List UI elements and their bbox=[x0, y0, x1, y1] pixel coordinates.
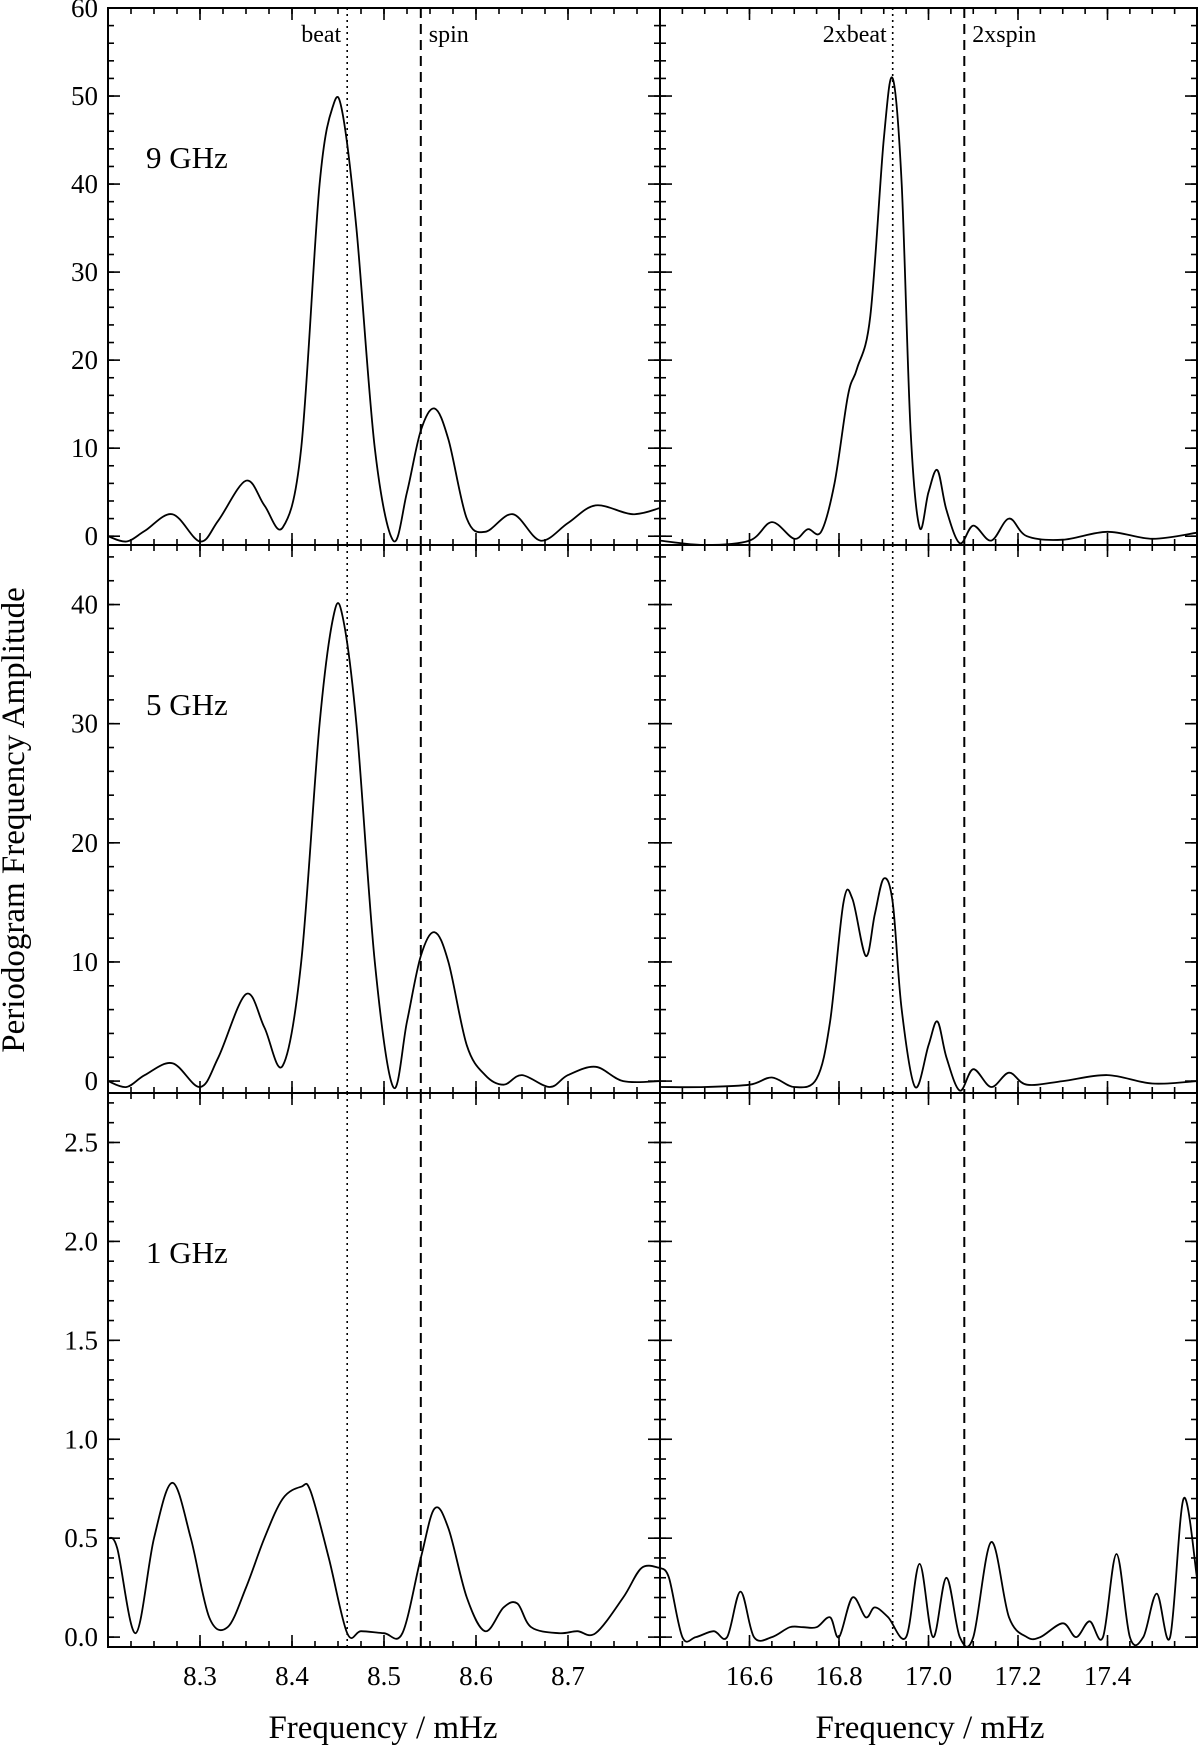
band-label: 9 GHz bbox=[146, 140, 228, 175]
panel-r0-c1: 2xbeat 2xspin bbox=[659, 7, 1198, 546]
x-tick-label: 17.0 bbox=[905, 1661, 952, 1691]
panel-frame bbox=[659, 7, 1198, 546]
x-tick-label: 8.3 bbox=[183, 1661, 217, 1691]
panel-frame bbox=[659, 544, 1198, 1094]
y-tick-label: 0.0 bbox=[64, 1622, 98, 1652]
y-tick-label: 30 bbox=[71, 709, 98, 739]
marker-label-beat: beat bbox=[301, 22, 341, 48]
y-tick-label: 2.0 bbox=[64, 1226, 98, 1256]
y-tick-label: 10 bbox=[71, 947, 98, 977]
band-label: 5 GHz bbox=[146, 687, 228, 722]
x-tick-label: 8.6 bbox=[459, 1661, 493, 1691]
x-axis-title-left: Frequency / mHz bbox=[268, 1710, 497, 1746]
marker-label-2xspin: 2xspin bbox=[972, 22, 1036, 48]
y-tick-label: 60 bbox=[71, 0, 98, 23]
spectrum-line-r0-c0 bbox=[108, 96, 660, 543]
x-tick-label: 17.2 bbox=[994, 1661, 1041, 1691]
marker-label-spin: spin bbox=[429, 22, 469, 48]
y-tick-label: 20 bbox=[71, 828, 98, 858]
x-tick-label: 8.4 bbox=[275, 1661, 309, 1691]
panel-frame bbox=[107, 7, 661, 546]
x-tick-label: 16.8 bbox=[815, 1661, 862, 1691]
y-tick-label: 50 bbox=[71, 81, 98, 111]
panel-r1-c0: 0 10 20 30 40 5 GHz bbox=[71, 544, 661, 1096]
y-tick-label: 2.5 bbox=[64, 1127, 98, 1157]
band-label: 1 GHz bbox=[146, 1235, 228, 1270]
x-axis-title-right: Frequency / mHz bbox=[815, 1710, 1044, 1746]
x-tick-label: 8.7 bbox=[551, 1661, 585, 1691]
y-tick-label: 0 bbox=[85, 1066, 99, 1096]
panel-r1-c1 bbox=[659, 544, 1198, 1094]
y-tick-label: 20 bbox=[71, 345, 98, 375]
y-tick-label: 1.0 bbox=[64, 1424, 98, 1454]
marker-label-2xbeat: 2xbeat bbox=[823, 22, 887, 48]
spectrum-line-r1-c0 bbox=[108, 602, 660, 1090]
spectrum-line-r0-c1 bbox=[660, 76, 1197, 545]
x-tick-label: 17.4 bbox=[1084, 1661, 1132, 1691]
y-tick-label: 0.5 bbox=[64, 1523, 98, 1553]
spectrum-line-r1-c1 bbox=[660, 877, 1197, 1092]
y-tick-label: 0 bbox=[85, 521, 99, 551]
x-tick-label: 8.5 bbox=[367, 1661, 401, 1691]
x-tick-label: 16.6 bbox=[726, 1661, 773, 1691]
panel-frame bbox=[107, 544, 661, 1094]
y-tick-label: 40 bbox=[71, 590, 98, 620]
spectrum-line-r2-c0 bbox=[108, 1481, 660, 1640]
panel-r2-c1: 16.6 16.8 17.0 17.2 17.4 bbox=[659, 1092, 1198, 1691]
y-tick-label: 30 bbox=[71, 257, 98, 287]
y-tick-label: 40 bbox=[71, 169, 98, 199]
spectrum-line-r2-c1 bbox=[660, 1497, 1197, 1647]
panel-r2-c0: 0.0 0.5 1.0 1.5 2.0 2.5 8.3 8.4 8.5 8.6 8.7 1 GHz bbox=[64, 1092, 661, 1691]
panel-frame bbox=[659, 1092, 1198, 1648]
y-axis-title: Periodogram Frequency Amplitude bbox=[0, 587, 32, 1053]
y-tick-label: 10 bbox=[71, 433, 98, 463]
panel-grid: beat spin 0 10 20 30 40 50 60 9 GHz 2xbeat 2xspin 0 1… bbox=[64, 0, 1198, 1691]
panel-r0-c0: beat spin 0 10 20 30 40 50 60 9 GHz bbox=[71, 0, 661, 551]
panel-frame bbox=[107, 1092, 661, 1648]
y-tick-label: 1.5 bbox=[64, 1325, 98, 1355]
